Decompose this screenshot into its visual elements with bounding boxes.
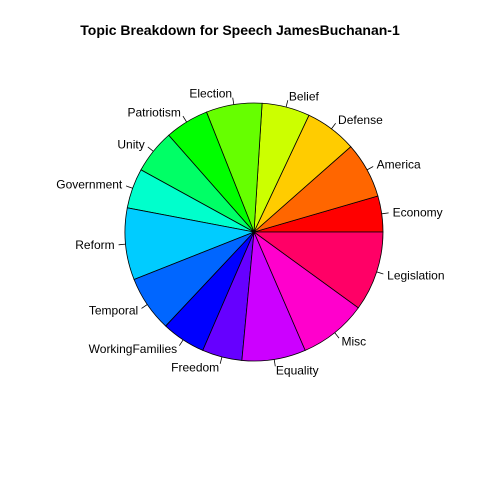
pie-tick-freedom: [219, 356, 223, 364]
pie-label-ticks: [118, 97, 389, 367]
pie-slice-legislation: [252, 231, 384, 309]
pie-tick-belief: [285, 100, 289, 108]
pie-label-america: America: [377, 158, 421, 172]
pie-slices: [124, 102, 384, 362]
pie-label-defense: Defense: [338, 113, 383, 127]
pie-label-equality: Equality: [276, 363, 319, 377]
pie-label-temporal: Temporal: [89, 304, 138, 318]
pie-label-misc: Misc: [342, 334, 367, 348]
pie-tick-reform: [118, 243, 126, 246]
pie-label-freedom: Freedom: [171, 361, 219, 375]
pie-tick-equality: [273, 359, 276, 367]
pie-tick-economy: [381, 212, 389, 215]
pie-tick-unity: [147, 146, 154, 152]
pie-label-patriotism: Patriotism: [128, 106, 181, 120]
pie-label-workingfamilies: WorkingFamilies: [89, 342, 177, 356]
pie-label-government: Government: [56, 178, 123, 192]
pie-label-unity: Unity: [117, 137, 144, 151]
pie-tick-patriotism: [182, 115, 187, 123]
pie-tick-legislation: [376, 271, 384, 275]
chart-title: Topic Breakdown for Speech JamesBuchanan…: [80, 22, 400, 38]
pie-label-belief: Belief: [289, 89, 320, 103]
pie-tick-america: [366, 166, 374, 171]
pie-tick-workingfamilies: [178, 339, 184, 346]
pie-tick-defense: [331, 122, 336, 130]
pie-tick-government: [125, 185, 133, 189]
pie-tick-election: [232, 97, 235, 105]
pie-label-reform: Reform: [75, 238, 114, 252]
pie-label-election: Election: [189, 87, 232, 101]
pie-labels: Economy America Defense Belief Election Patri…: [56, 87, 444, 378]
pie-tick-misc: [334, 332, 340, 339]
pie-label-economy: Economy: [393, 205, 443, 219]
pie-tick-temporal: [141, 304, 148, 309]
pie-label-legislation: Legislation: [387, 268, 444, 282]
